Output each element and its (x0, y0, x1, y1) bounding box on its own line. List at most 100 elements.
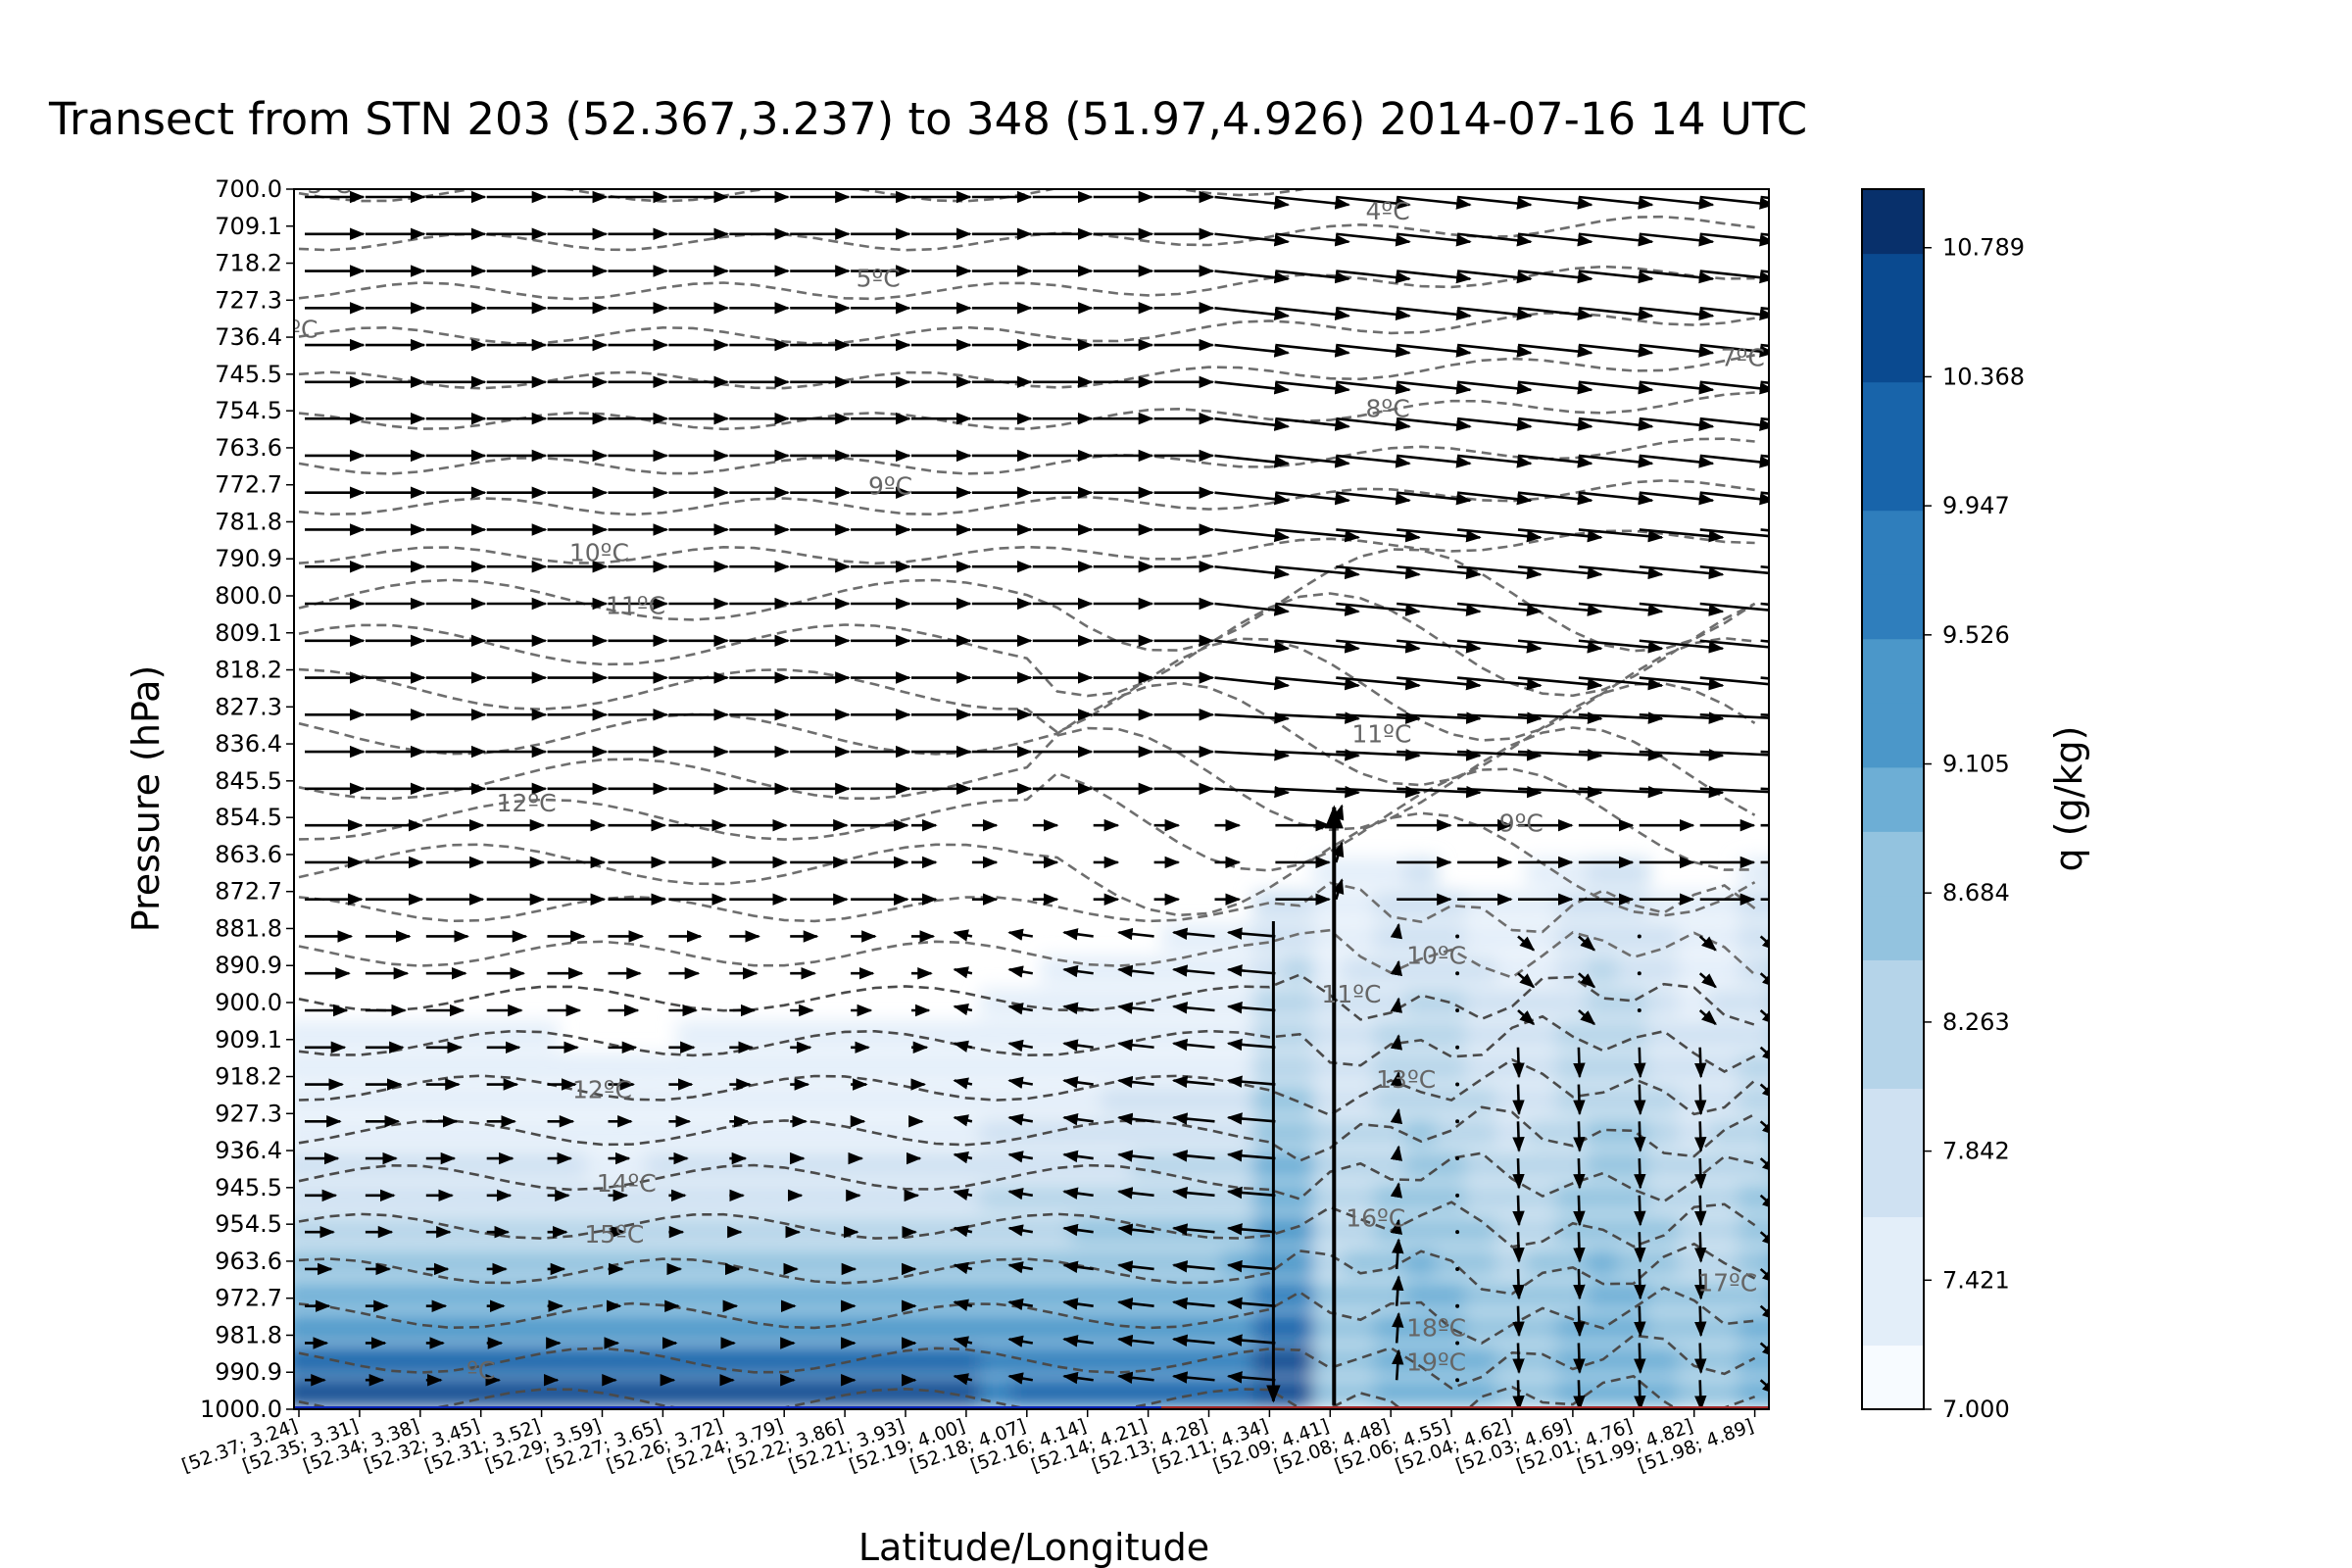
wind-arrow (1396, 454, 1472, 468)
wind-arrow (1226, 1001, 1276, 1014)
wind-dot (1455, 934, 1460, 939)
y-tick-label: 718.2 (215, 250, 282, 277)
wind-arrow (1698, 1009, 1717, 1026)
humidity-cell (1646, 1314, 1681, 1342)
humidity-cell (767, 1184, 802, 1212)
wind-arrow (1396, 676, 1482, 691)
humidity-cell (1465, 1086, 1499, 1114)
humidity-cell (433, 1118, 467, 1147)
y-tick-label: 909.1 (215, 1026, 282, 1054)
wind-arrow (1512, 1084, 1525, 1116)
humidity-cell (737, 1347, 771, 1375)
wind-vectors (305, 190, 1769, 1409)
wind-arrow (1062, 964, 1094, 978)
y-tick-label: 918.2 (215, 1063, 282, 1091)
humidity-cell (464, 1184, 498, 1212)
wind-arrow (1214, 528, 1291, 543)
wind-arrow (1517, 343, 1593, 358)
humidity-cell (294, 1184, 316, 1212)
temperature-contour (298, 529, 1755, 565)
wind-arrow (1456, 454, 1533, 468)
y-axis: 700.0 709.1 718.2 727.3 736.4 745.5 754.5 763.6… (200, 175, 294, 1423)
humidity-cell (524, 1152, 559, 1179)
humidity-cell (1707, 1347, 1741, 1375)
humidity-cell (1283, 1152, 1317, 1179)
humidity-cell (798, 1184, 832, 1212)
humidity-cell (979, 1184, 1013, 1212)
humidity-cell (403, 1347, 437, 1375)
y-tick-label: 763.6 (215, 434, 282, 462)
humidity-cell (889, 1086, 922, 1114)
humidity-cell (1040, 1379, 1074, 1407)
wind-arrow (1275, 639, 1360, 654)
temperature-contour (298, 1374, 1756, 1409)
humidity-cell (1070, 1379, 1104, 1407)
colorbar-band (1862, 831, 1924, 897)
humidity-cell (1252, 1118, 1287, 1147)
humidity-cell (1677, 1086, 1711, 1114)
wind-arrow (1336, 380, 1411, 395)
wind-arrow (1275, 195, 1350, 210)
wind-arrow (1390, 1218, 1403, 1236)
wind-arrow (1117, 1298, 1154, 1310)
humidity-cell (1313, 1216, 1348, 1245)
wind-arrow (1693, 1268, 1707, 1300)
humidity-cell (294, 1021, 316, 1050)
wind-arrow (1332, 841, 1345, 863)
temperature-contour (298, 681, 1756, 787)
humidity-cell (1313, 1118, 1348, 1147)
humidity-cell (1616, 1281, 1650, 1309)
humidity-cell (1009, 1379, 1044, 1407)
humidity-cell (1707, 1281, 1741, 1309)
contour-label: 7ºC (273, 315, 318, 343)
humidity-cell (1768, 923, 1769, 952)
humidity-cell (1586, 956, 1620, 984)
humidity-cell (646, 1054, 680, 1082)
wind-dot (1455, 1341, 1460, 1346)
humidity-cell (312, 1054, 346, 1082)
humidity-cell (646, 1347, 680, 1375)
humidity-cell (312, 1152, 346, 1179)
humidity-cell (1252, 1379, 1287, 1407)
contour-label: 10ºC (1406, 942, 1466, 970)
humidity-cell (676, 1086, 710, 1114)
wind-arrow (1117, 1260, 1154, 1273)
humidity-cell (858, 1347, 893, 1375)
wind-arrow (1699, 454, 1769, 468)
wind-dot (1455, 1008, 1460, 1012)
wind-arrow (1639, 602, 1725, 616)
wind-arrow (1760, 454, 1769, 459)
humidity-cell (1646, 1249, 1681, 1277)
wind-arrow (1007, 1298, 1034, 1311)
wind-arrow (1517, 307, 1593, 321)
wind-arrow (1214, 711, 1291, 724)
wind-arrow (1760, 750, 1769, 754)
wind-arrow (1062, 1260, 1094, 1273)
wind-arrow (1332, 878, 1345, 901)
humidity-cell (1192, 1249, 1226, 1277)
humidity-cell (342, 1314, 376, 1342)
humidity-cell (1738, 1021, 1769, 1050)
wind-arrow (1007, 1372, 1034, 1385)
humidity-cell (828, 1086, 862, 1114)
humidity-cell (524, 1054, 559, 1082)
humidity-cell (524, 1379, 559, 1407)
wind-arrow (1275, 564, 1360, 580)
contour-label: ºC (466, 1356, 495, 1385)
humidity-cell (494, 1086, 528, 1114)
wind-arrow (1512, 1343, 1525, 1375)
wind-arrow (1275, 711, 1360, 724)
y-tick-label: 963.6 (215, 1248, 282, 1275)
humidity-cell (828, 1314, 862, 1342)
humidity-cell (585, 1249, 619, 1277)
temperature-contour (298, 1200, 1756, 1249)
wind-arrow (1517, 232, 1593, 247)
humidity-cell (1768, 1152, 1769, 1179)
wind-arrow (1693, 1305, 1707, 1338)
humidity-cell (1313, 989, 1348, 1016)
wind-arrow (1396, 639, 1482, 654)
wind-arrow (1573, 1195, 1586, 1227)
humidity-cell (798, 1249, 832, 1277)
wind-arrow (1639, 491, 1715, 506)
